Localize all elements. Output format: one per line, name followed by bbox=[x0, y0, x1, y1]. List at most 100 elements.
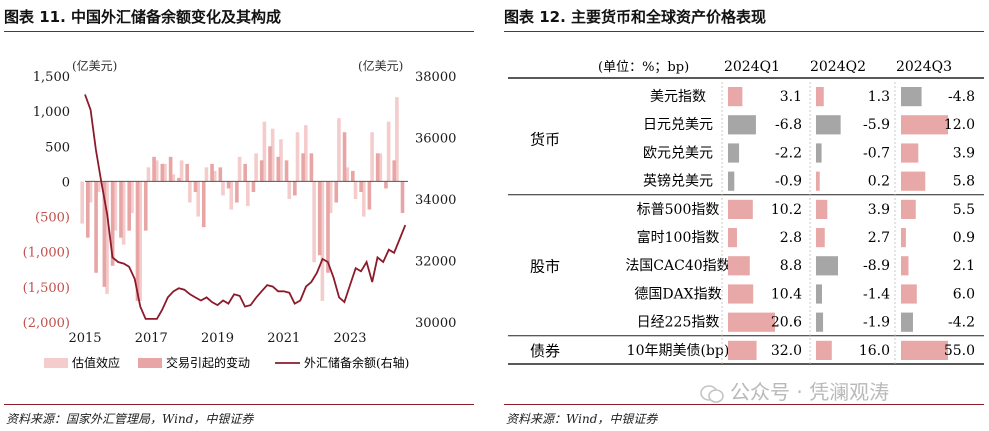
left-tick-label: (1,500) bbox=[23, 281, 70, 296]
right-panel-title: 图表 12. 主要货币和全球资产价格表现 bbox=[504, 8, 767, 26]
table-value-label: 10.2 bbox=[771, 202, 802, 218]
table-value-bar bbox=[816, 312, 824, 332]
table-value-bar bbox=[728, 171, 735, 191]
valuation-bar bbox=[121, 181, 126, 245]
right-axis-unit: (亿美元) bbox=[358, 58, 403, 73]
left-tick-label: 1,500 bbox=[33, 70, 70, 85]
valuation-bar bbox=[154, 160, 159, 182]
x-tick-label: 2019 bbox=[201, 331, 234, 346]
trade-bar bbox=[119, 181, 123, 238]
right-source-rule bbox=[504, 404, 984, 405]
trade-bar bbox=[284, 160, 289, 182]
table-value-bar bbox=[901, 143, 919, 163]
valuation-bar bbox=[204, 167, 209, 182]
left-axis-unit: (亿美元) bbox=[72, 58, 117, 73]
right-tick-label: 32000 bbox=[415, 255, 456, 270]
trade-bar bbox=[185, 163, 189, 182]
valuation-bar bbox=[163, 163, 167, 182]
table-value-label: 1.3 bbox=[868, 89, 890, 105]
trade-bar bbox=[375, 153, 380, 182]
table-value-bar bbox=[728, 284, 754, 304]
fx-reserve-chart: (亿美元) (亿美元)1,5001,0005000(500)(1,000)(1,5… bbox=[23, 58, 457, 370]
table-row-label: 欧元兑美元 bbox=[643, 145, 713, 161]
valuation-bar bbox=[395, 97, 399, 182]
trade-bar bbox=[342, 132, 347, 182]
table-value-label: -2.2 bbox=[775, 145, 802, 161]
left-tick-label: (500) bbox=[35, 211, 70, 226]
valuation-bar bbox=[80, 181, 84, 224]
trade-bar bbox=[201, 181, 206, 228]
trade-bar bbox=[400, 181, 405, 214]
table-value-bar bbox=[901, 115, 948, 135]
table-value-bar bbox=[901, 340, 948, 360]
x-tick-label: 2023 bbox=[333, 331, 366, 346]
table-value-label: -4.2 bbox=[948, 315, 975, 331]
trade-bar bbox=[351, 170, 355, 182]
table-value-bar bbox=[728, 228, 737, 248]
valuation-bar bbox=[270, 128, 275, 182]
trade-bar bbox=[326, 181, 330, 273]
x-tick-label: 2015 bbox=[68, 331, 101, 346]
table-row-label: 德国DAX指数 bbox=[634, 286, 721, 302]
table-value-label: -5.9 bbox=[863, 117, 890, 133]
table-value-label: -1.9 bbox=[863, 315, 890, 331]
table-group-label: 债券 bbox=[530, 342, 560, 360]
table-value-label: 2.8 bbox=[780, 230, 802, 246]
trade-bar bbox=[243, 163, 247, 182]
table-value-bar bbox=[901, 284, 917, 304]
table-value-label: 2.7 bbox=[868, 230, 890, 246]
x-tick-label: 2017 bbox=[135, 331, 168, 346]
table-column-header: 2024Q1 bbox=[724, 59, 780, 75]
table-value-bar bbox=[728, 199, 753, 219]
valuation-bar bbox=[130, 181, 134, 214]
valuation-bar bbox=[353, 181, 358, 199]
table-value-bar bbox=[816, 340, 832, 360]
table-value-label: 12.0 bbox=[944, 117, 975, 133]
table-value-bar bbox=[816, 256, 839, 276]
asset-performance-table: (单位：%；bp) 2024Q1 2024Q2 2024Q3 美元指数 3.1 1.3 -4.… bbox=[508, 59, 984, 365]
table-value-bar bbox=[901, 199, 916, 219]
left-source-rule bbox=[4, 404, 474, 405]
table-value-label: 0.2 bbox=[868, 174, 890, 190]
table-value-bar bbox=[901, 256, 909, 276]
trade-bar bbox=[309, 153, 314, 182]
table-value-bar bbox=[901, 87, 922, 107]
valuation-bar bbox=[287, 181, 292, 199]
table-value-label: 3.1 bbox=[780, 89, 802, 105]
trade-bar bbox=[259, 160, 264, 182]
table-value-label: 55.0 bbox=[944, 343, 975, 359]
left-tick-label: 500 bbox=[45, 140, 70, 155]
table-row-label: 富时100指数 bbox=[637, 229, 720, 246]
table-value-bar bbox=[816, 284, 822, 304]
left-panel: 图表 11. 中国外汇储备余额变化及其构成 (亿美元) (亿美元) 1,500 1,0… bbox=[0, 0, 480, 431]
valuation-bar bbox=[304, 125, 308, 182]
trade-bar bbox=[160, 163, 165, 182]
table-value-bar bbox=[816, 228, 825, 248]
trade-bar bbox=[177, 177, 181, 182]
table-value-bar bbox=[728, 340, 757, 360]
valuation-bar bbox=[138, 181, 142, 301]
right-tick-label: 30000 bbox=[415, 316, 456, 331]
trade-bar bbox=[293, 181, 297, 196]
table-value-label: 32.0 bbox=[771, 343, 802, 359]
valuation-bar bbox=[361, 181, 366, 217]
left-tick-label: 1,000 bbox=[33, 105, 70, 120]
table-unit-label: (单位：%；bp) bbox=[598, 60, 689, 75]
trade-bar bbox=[367, 181, 372, 210]
valuation-bar bbox=[113, 181, 118, 231]
valuation-bar bbox=[237, 156, 242, 182]
watermark: 公众号 · 凭澜观涛 bbox=[700, 376, 980, 406]
legend-label-reserve: 外汇储备余额(右轴) bbox=[304, 355, 409, 370]
table-row-label: 10年期美债(bp) bbox=[627, 343, 730, 359]
watermark-text: 公众号 · 凭澜观涛 bbox=[730, 380, 890, 404]
valuation-bar bbox=[345, 167, 350, 182]
left-panel-title: 图表 11. 中国外汇储备余额变化及其构成 bbox=[4, 8, 282, 26]
legend-swatch-valuation bbox=[44, 358, 68, 368]
reserve-balance-line bbox=[84, 94, 407, 320]
table-value-label: -6.8 bbox=[775, 117, 802, 133]
valuation-bar bbox=[105, 181, 109, 294]
valuation-bar bbox=[196, 181, 200, 217]
table-value-bar bbox=[816, 143, 822, 163]
table-value-bar bbox=[901, 312, 913, 332]
table-value-label: -1.4 bbox=[863, 286, 890, 302]
